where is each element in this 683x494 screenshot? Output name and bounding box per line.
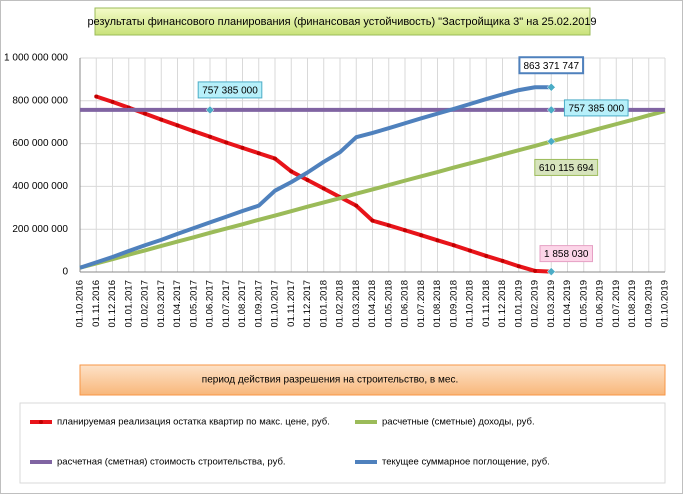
data-label: 757 385 000 (568, 104, 624, 115)
x-tick-label: 01.10.2017 (270, 280, 281, 328)
data-label-box (518, 56, 585, 75)
title-box (94, 7, 591, 36)
x-tick-label: 01.05.2017 (188, 280, 199, 328)
data-label: 757 385 000 (202, 86, 258, 97)
x-tick-label: 01.11.2017 (286, 280, 297, 327)
point (386, 223, 391, 228)
x-tick-label: 01.07.2018 (416, 280, 427, 328)
x-tick-label: 01.03.2018 (351, 280, 362, 328)
point (370, 218, 375, 223)
series-line (79, 109, 666, 270)
x-tick-label: 01.08.2019 (627, 280, 638, 328)
y-tick-label: 800 000 000 (12, 95, 68, 106)
x-tick-label: 01.12.2016 (107, 280, 118, 328)
point (273, 156, 277, 161)
point (191, 129, 196, 134)
x-tick-label: 01.01.2018 (318, 280, 329, 328)
legend-box (19, 402, 666, 484)
x-tick-label: 01.08.2018 (432, 280, 443, 328)
series-line (79, 85, 552, 270)
x-tick-label: 01.06.2018 (400, 280, 411, 328)
y-tick-label: 600 000 000 (12, 138, 68, 149)
x-tick-label: 01.10.2016 (75, 280, 86, 328)
point (159, 117, 164, 122)
label-marker (205, 105, 215, 115)
point (419, 233, 424, 238)
x-tick-label: 01.09.2017 (253, 280, 264, 328)
data-label-box (197, 81, 263, 99)
data-label-box (563, 99, 629, 117)
x-tick-label: 01.03.2019 (546, 280, 557, 328)
x-tick-label: 01.10.2019 (660, 280, 671, 328)
x-tick-label: 01.01.2019 (513, 280, 524, 328)
x-tick-label: 01.11.2016 (91, 280, 102, 327)
x-tick-label: 01.02.2017 (140, 280, 151, 328)
point (110, 99, 115, 104)
x-tick-label: 01.12.2018 (497, 280, 508, 328)
point (175, 123, 180, 128)
point (256, 151, 261, 156)
x-tick-label: 01.12.2017 (302, 280, 313, 328)
label-marker (546, 137, 556, 146)
x-tick-label: 01.06.2017 (205, 280, 216, 328)
point (403, 228, 407, 233)
label-marker (546, 82, 556, 92)
x-tick-label: 01.01.2017 (123, 280, 134, 328)
label-marker (546, 105, 556, 115)
x-tick-label: 01.07.2019 (611, 280, 622, 328)
point (354, 203, 359, 208)
data-label: 1 858 030 (544, 249, 589, 260)
point (240, 145, 245, 150)
x-tick-label: 01.09.2018 (448, 280, 459, 328)
data-label-box (534, 158, 599, 176)
x-tick-label: 01.04.2019 (562, 280, 573, 328)
point (451, 243, 456, 248)
legend-label: расчетная (сметная) стоимость строительс… (57, 457, 286, 468)
y-tick-label: 400 000 000 (12, 181, 68, 192)
data-label: 610 115 694 (539, 163, 594, 174)
point (224, 140, 229, 145)
point (94, 94, 99, 99)
point (516, 264, 521, 269)
point (468, 248, 472, 253)
x-tick-label: 01.08.2017 (237, 280, 248, 328)
x-tick-label: 01.05.2018 (383, 280, 394, 328)
x-tick-label: 01.11.2018 (481, 280, 492, 327)
point (143, 111, 147, 116)
point (208, 134, 212, 139)
point (435, 238, 440, 243)
y-tick-label: 1 000 000 000 (4, 53, 68, 64)
data-label: 863 371 747 (523, 61, 579, 72)
legend-label: расчетные (сметные) доходы, руб. (382, 417, 535, 428)
legend-label: текущее суммарное поглощение, руб. (382, 457, 550, 468)
x-tick-label: 01.10.2018 (465, 280, 476, 328)
y-tick-label: 200 000 000 (12, 224, 68, 235)
x-tick-label: 01.02.2018 (335, 280, 346, 328)
y-tick-label: 0 (62, 267, 68, 278)
point (500, 258, 505, 263)
point (533, 268, 537, 273)
x-label-box (79, 364, 666, 396)
point (289, 169, 294, 174)
x-tick-label: 01.06.2019 (595, 280, 606, 328)
x-tick-label: 01.03.2017 (156, 280, 167, 328)
legend-point (39, 420, 43, 424)
data-label-box (539, 245, 593, 263)
x-tick-label: 01.09.2019 (643, 280, 654, 328)
legend-label: планируемая реализация остатка квартир п… (57, 417, 330, 428)
point (305, 177, 310, 182)
x-tick-label: 01.04.2017 (172, 280, 183, 328)
label-marker (546, 267, 556, 276)
chart-title: результаты финансового планирования (фин… (87, 16, 596, 28)
point (321, 186, 326, 191)
x-tick-label: 01.04.2018 (367, 280, 378, 328)
x-tick-label: 01.02.2019 (530, 280, 541, 328)
x-tick-label: 01.07.2017 (221, 280, 232, 328)
point (484, 253, 489, 258)
x-tick-label: 01.05.2019 (578, 280, 589, 328)
x-axis-label: период действия разрешения на строительс… (202, 375, 458, 386)
